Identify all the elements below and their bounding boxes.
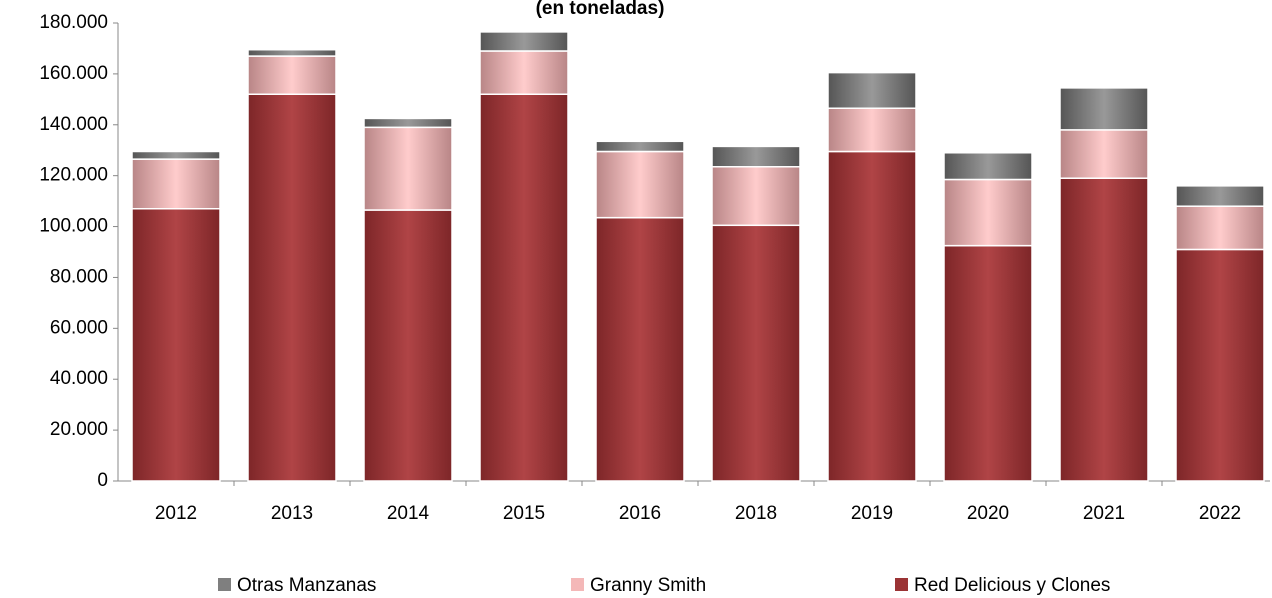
y-tick-label: 160.000 (39, 63, 108, 84)
bar-segment (131, 150, 221, 160)
legend-label: Red Delicious y Clones (914, 575, 1110, 596)
legend-label: Granny Smith (590, 575, 706, 596)
y-tick-label: 60.000 (50, 317, 108, 338)
bar-segment (479, 31, 569, 52)
y-tick-label: 40.000 (50, 368, 108, 389)
y-tick-label: 180.000 (39, 12, 108, 33)
bar-segment (479, 50, 569, 95)
bar-segment (711, 224, 801, 482)
bar-segment (363, 126, 453, 211)
legend-swatch (895, 578, 908, 591)
x-tick-label: 2016 (619, 503, 661, 524)
bar-segment (247, 55, 337, 95)
bar-segment (827, 107, 917, 153)
bar-segment (1059, 87, 1149, 131)
chart-title: (en toneladas) (536, 0, 665, 19)
x-tick-label: 2019 (851, 503, 893, 524)
bar-segment (943, 152, 1033, 181)
bar-segment (247, 48, 337, 57)
x-tick-label: 2012 (155, 503, 197, 524)
bar-segment (595, 150, 685, 219)
legend-swatch (571, 578, 584, 591)
y-tick-label: 20.000 (50, 419, 108, 440)
x-tick-label: 2020 (967, 503, 1009, 524)
legend-swatch (218, 578, 231, 591)
x-tick-label: 2013 (271, 503, 313, 524)
y-tick-label: 0 (97, 470, 108, 491)
x-tick-label: 2018 (735, 503, 777, 524)
bar-segment (711, 145, 801, 168)
x-tick-label: 2021 (1083, 503, 1125, 524)
y-tick-label: 120.000 (39, 165, 108, 186)
bar-segment (363, 209, 453, 482)
bar-segment (1059, 177, 1149, 482)
bar-segment (131, 158, 221, 210)
x-tick-label: 2014 (387, 503, 430, 524)
y-tick-label: 140.000 (39, 114, 108, 135)
bar-segment (711, 166, 801, 227)
bar-segment (247, 93, 337, 482)
x-tick-label: 2015 (503, 503, 545, 524)
bar-segment (479, 93, 569, 482)
bar-segment (363, 117, 453, 129)
y-tick-label: 80.000 (50, 266, 108, 287)
bar-segment (1175, 185, 1265, 207)
bar-segment (1175, 248, 1265, 482)
y-tick-label: 100.000 (39, 216, 108, 237)
bar-segment (131, 207, 221, 482)
bar-segment (1175, 205, 1265, 251)
bar-segment (1059, 129, 1149, 179)
bar-segment (595, 140, 685, 153)
legend-label: Otras Manzanas (237, 575, 376, 596)
bar-segment (827, 150, 917, 482)
bar-segment (595, 216, 685, 482)
bar-segment (827, 71, 917, 109)
bar-segment (943, 244, 1033, 482)
x-tick-label: 2022 (1199, 503, 1241, 524)
bar-segment (943, 178, 1033, 247)
